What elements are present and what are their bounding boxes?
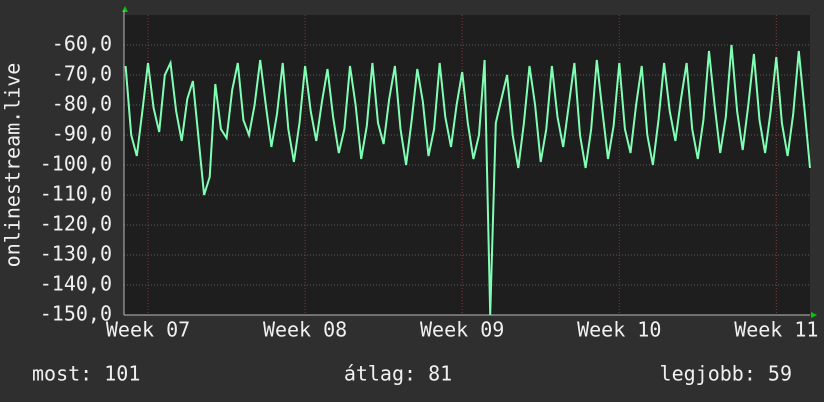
y-tick-label: -70,0 [52,62,112,86]
x-tick-label: Week 10 [577,318,661,342]
footer-current: most: 101 [32,362,140,386]
y-tick-label: -140,0 [40,272,112,296]
series-line [124,44,811,316]
y-tick-label: -100,0 [40,152,112,176]
y-tick-label: -80,0 [52,92,112,116]
y-tick-label: -120,0 [40,212,112,236]
y-axis-label: onlinestream.live [1,63,25,268]
x-axis-arrow [811,312,817,318]
y-tick-label: -150,0 [40,302,112,326]
y-tick-label: -130,0 [40,242,112,266]
y-tick-label: -60,0 [52,32,112,56]
y-tick-label: -110,0 [40,182,112,206]
y-axis-arrow [122,6,128,12]
x-tick-label: Week 08 [263,318,347,342]
footer-max: legjobb: 59 [660,362,792,386]
y-tick-label: -90,0 [52,122,112,146]
x-tick-label: Week 07 [106,318,190,342]
footer-average: átlag: 81 [344,362,452,386]
x-tick-label: Week 09 [420,318,504,342]
x-tick-label: Week 11 [734,318,818,342]
